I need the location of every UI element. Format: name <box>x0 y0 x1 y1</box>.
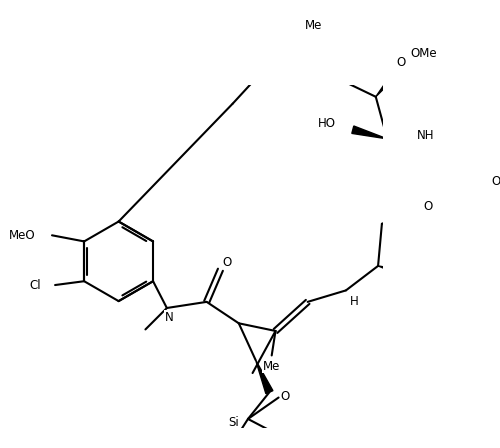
Text: O: O <box>222 255 231 269</box>
Text: OMe: OMe <box>410 47 437 60</box>
Text: NH: NH <box>417 129 434 142</box>
Text: O: O <box>280 389 289 402</box>
Text: H: H <box>350 295 358 308</box>
Text: O: O <box>396 56 406 69</box>
Text: Me: Me <box>306 19 322 32</box>
Text: Me: Me <box>263 360 280 373</box>
Text: O: O <box>423 200 432 213</box>
Text: N: N <box>165 311 173 324</box>
Polygon shape <box>376 62 406 97</box>
Polygon shape <box>378 266 412 279</box>
Polygon shape <box>256 360 273 394</box>
Text: Cl: Cl <box>30 279 42 292</box>
Text: MeO: MeO <box>8 229 35 242</box>
Polygon shape <box>352 126 388 139</box>
Text: O: O <box>492 175 500 188</box>
Text: Si: Si <box>228 416 239 429</box>
Text: HO: HO <box>318 117 336 130</box>
